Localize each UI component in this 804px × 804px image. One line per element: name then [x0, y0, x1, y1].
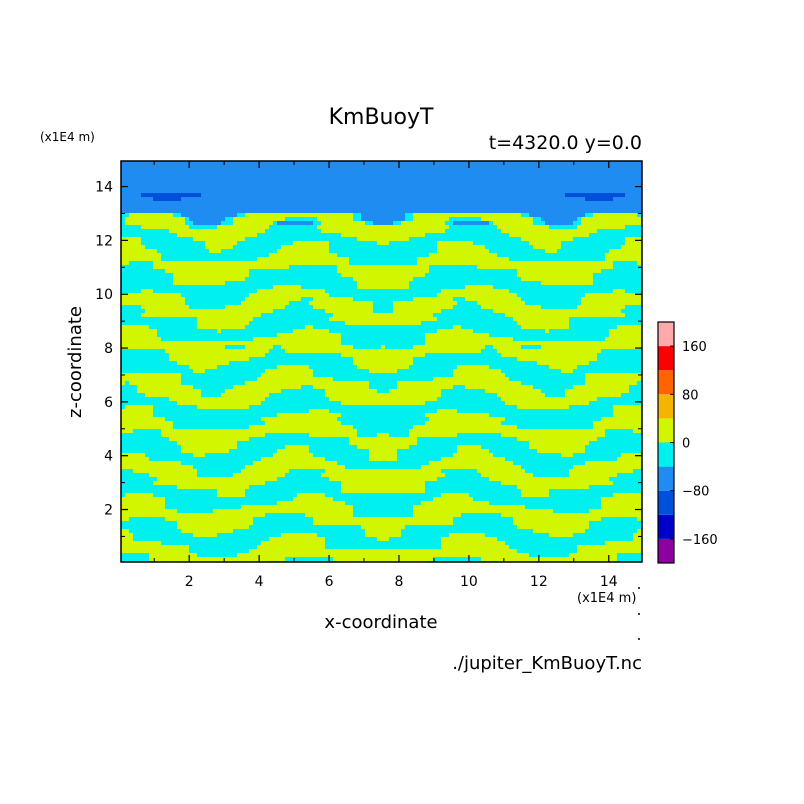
- x-tick-label: 14: [600, 574, 618, 590]
- colorbar-label: 160: [682, 340, 707, 355]
- colorbar-swatch: [658, 442, 674, 467]
- y-axis-label: z-coordinate: [65, 306, 86, 418]
- colorbar-swatch: [658, 346, 674, 371]
- stray-marks: [638, 587, 640, 640]
- contour-field: [121, 161, 642, 562]
- y-tick-label: 14: [95, 180, 113, 196]
- x-tick-label: 8: [395, 574, 404, 590]
- colorbar-swatch: [658, 418, 674, 443]
- colorbar-label: 80: [682, 388, 699, 403]
- colorbar-label: −160: [682, 533, 718, 548]
- colorbar-swatch: [658, 514, 674, 539]
- colorbar: 160 80 0 −80 −160: [657, 321, 718, 564]
- chart-title: KmBuoyT: [329, 105, 434, 130]
- colorbar-swatch: [658, 490, 674, 515]
- x-tick-label: 12: [530, 574, 548, 590]
- x-tick-label: 4: [255, 574, 264, 590]
- y-tick-label: 12: [95, 233, 113, 249]
- x-axis-label: x-coordinate: [324, 612, 437, 633]
- colorbar-swatch: [658, 394, 674, 419]
- colorbar-label: 0: [682, 437, 690, 452]
- source-file-label: ./jupiter_KmBuoyT.nc: [452, 653, 642, 674]
- chart-subtitle: t=4320.0 y=0.0: [489, 132, 642, 154]
- colorbar-swatch: [658, 538, 674, 563]
- x-axis: 2 4 6 8 10 12 14: [153, 161, 618, 590]
- colorbar-swatch: [658, 322, 674, 347]
- x-tick-label: 2: [185, 574, 194, 590]
- colorbar-swatch: [658, 370, 674, 395]
- x-unit-label: (x1E4 m): [577, 591, 636, 606]
- colorbar-swatch: [658, 466, 674, 491]
- y-unit-label: (x1E4 m): [40, 130, 95, 144]
- colorbar-label: −80: [682, 485, 709, 500]
- y-tick-label: 10: [95, 287, 113, 303]
- y-tick-label: 4: [104, 449, 113, 465]
- y-tick-label: 8: [104, 341, 113, 357]
- x-tick-label: 6: [325, 574, 334, 590]
- y-tick-label: 6: [104, 395, 113, 411]
- plot-frame: [120, 160, 643, 563]
- y-axis: 2 4 6 8 10 12 14: [95, 180, 642, 537]
- x-tick-label: 10: [460, 574, 478, 590]
- y-tick-label: 2: [104, 503, 113, 519]
